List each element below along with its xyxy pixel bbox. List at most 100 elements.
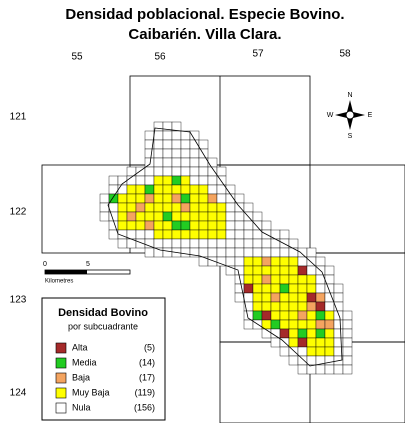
cell xyxy=(180,238,191,249)
legend: Densidad Bovino por subcuadrante Alta (5)… xyxy=(41,297,166,421)
cell xyxy=(189,229,200,240)
cell xyxy=(216,238,227,249)
cell xyxy=(198,229,209,240)
cell xyxy=(243,238,254,249)
cell xyxy=(288,310,299,321)
coastline xyxy=(107,127,343,367)
cell xyxy=(252,301,263,312)
cell xyxy=(288,346,299,357)
cell xyxy=(243,229,254,240)
cell xyxy=(198,211,209,222)
cell xyxy=(297,337,308,348)
legend-swatch xyxy=(55,342,67,354)
cell xyxy=(243,202,254,213)
cell xyxy=(198,166,209,177)
cell xyxy=(198,139,209,150)
cell xyxy=(171,121,182,132)
cell xyxy=(108,175,119,186)
column-label: 57 xyxy=(252,49,264,60)
cell xyxy=(315,328,326,339)
cell xyxy=(324,292,335,303)
cell xyxy=(162,229,173,240)
cell xyxy=(171,166,182,177)
cell xyxy=(162,220,173,231)
cell xyxy=(171,148,182,159)
cell xyxy=(117,193,128,204)
cell xyxy=(279,247,290,258)
cell xyxy=(333,328,344,339)
cell xyxy=(297,301,308,312)
cell xyxy=(270,319,281,330)
legend-label: Nula xyxy=(72,402,91,412)
legend-title: Densidad Bovino xyxy=(58,307,148,319)
cell xyxy=(297,319,308,330)
cell xyxy=(252,238,263,249)
legend-items: Alta (5) Media (14) Baja (17) Muy Baja (119) Nul… xyxy=(55,342,155,414)
cell xyxy=(306,337,317,348)
cell xyxy=(306,265,317,276)
cell xyxy=(162,247,173,258)
legend-label: Muy Baja xyxy=(72,387,110,397)
cell xyxy=(324,364,335,375)
cell xyxy=(297,256,308,267)
scale-bar-segment xyxy=(45,270,87,274)
cell xyxy=(279,265,290,276)
cell xyxy=(333,283,344,294)
cells xyxy=(99,121,353,375)
cell xyxy=(315,292,326,303)
cell xyxy=(324,355,335,366)
cell xyxy=(189,202,200,213)
cell xyxy=(315,337,326,348)
cell xyxy=(288,319,299,330)
cell xyxy=(261,292,272,303)
cell xyxy=(180,229,191,240)
cell xyxy=(207,202,218,213)
cell xyxy=(225,247,236,258)
cell xyxy=(261,247,272,258)
cell xyxy=(117,202,128,213)
cell xyxy=(117,220,128,231)
cell xyxy=(261,310,272,321)
row-label: 121 xyxy=(10,112,27,123)
cell xyxy=(153,193,164,204)
legend-label: Alta xyxy=(72,342,88,352)
cell xyxy=(243,220,254,231)
cell xyxy=(288,328,299,339)
cell xyxy=(144,175,155,186)
cell xyxy=(144,247,155,258)
cell xyxy=(279,346,290,357)
cell xyxy=(279,292,290,303)
cell xyxy=(342,346,353,357)
cell xyxy=(171,220,182,231)
cell xyxy=(306,274,317,285)
cell xyxy=(108,220,119,231)
cell xyxy=(306,364,317,375)
cell xyxy=(189,220,200,231)
legend-swatch xyxy=(55,402,67,414)
cell xyxy=(207,247,218,258)
cell xyxy=(153,238,164,249)
cell xyxy=(297,283,308,294)
cell xyxy=(198,202,209,213)
cell xyxy=(135,184,146,195)
cell xyxy=(333,364,344,375)
cell xyxy=(198,238,209,249)
cell xyxy=(144,130,155,141)
cell xyxy=(243,274,254,285)
cell xyxy=(252,265,263,276)
cell xyxy=(324,301,335,312)
cell xyxy=(144,211,155,222)
cell xyxy=(153,148,164,159)
cell xyxy=(180,211,191,222)
cell xyxy=(207,184,218,195)
cell xyxy=(252,211,263,222)
cell xyxy=(243,265,254,276)
cell xyxy=(252,292,263,303)
cell xyxy=(306,292,317,303)
cell xyxy=(198,184,209,195)
cell xyxy=(180,202,191,213)
cell xyxy=(279,229,290,240)
cell xyxy=(297,355,308,366)
cell xyxy=(342,364,353,375)
cell xyxy=(333,292,344,303)
